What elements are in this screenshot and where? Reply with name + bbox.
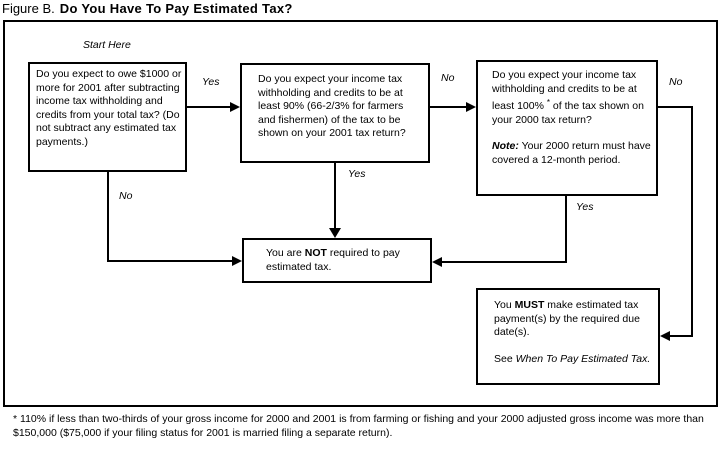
connector-100-to-not-line-horizontal [441, 261, 567, 263]
decision-box-withholding-100pct-question: Do you expect your income tax withholdin… [492, 69, 651, 127]
decision-box-withholding-100pct: Do you expect your income tax withholdin… [476, 60, 658, 196]
result-box-not-required-text: You are NOT required to pay estimated ta… [266, 247, 426, 274]
result-box-not-required: You are NOT required to pay estimated ta… [242, 238, 432, 283]
question-part1: Do you expect your income tax withholdin… [492, 69, 637, 112]
connector-100-to-not-line-vertical [565, 196, 567, 263]
flowchart-canvas: Start Here Do you expect to owe $1000 or… [3, 20, 718, 407]
must-pay-part2: make estimated tax payment(s) by the req… [494, 299, 640, 338]
label-yes-90-to-not: Yes [348, 168, 366, 180]
decision-box-owe-1000: Do you expect to owe $1000 or more for 2… [28, 62, 187, 172]
connector-100-to-must-arrowhead-icon [660, 331, 670, 341]
result-box-must-pay: You MUST make estimated tax payment(s) b… [476, 288, 660, 385]
label-yes-100-to-not: Yes [576, 201, 594, 213]
connector-100-to-not-arrowhead-icon [432, 257, 442, 267]
result-box-must-pay-see: See When To Pay Estimated Tax. [494, 353, 653, 367]
connector-90-to-100-arrowhead-icon [466, 102, 476, 112]
connector-90-to-not-line [334, 163, 336, 229]
footnote-marker: * [546, 98, 550, 107]
label-no-90-to-100: No [441, 72, 455, 84]
figure-title: Figure B. Do You Have To Pay Estimated Ta… [2, 1, 293, 16]
label-no-owe-to-not: No [119, 190, 133, 202]
decision-box-withholding-90pct-text: Do you expect your income tax withholdin… [258, 73, 406, 139]
not-required-part2: required to pay estimated tax. [266, 247, 400, 273]
must-pay-part1: You [494, 299, 515, 311]
connector-owe-to-not-line-vertical [107, 172, 109, 262]
decision-box-withholding-100pct-note: Note: Your 2000 return must have covered… [492, 140, 651, 167]
connector-owe-to-not-arrowhead-icon [232, 256, 242, 266]
label-no-100-to-must: No [669, 76, 683, 88]
connector-100-to-must-line-top [658, 106, 693, 108]
decision-box-owe-1000-text: Do you expect to owe $1000 or more for 2… [36, 68, 182, 148]
not-required-emphasis: NOT [304, 247, 327, 259]
see-prefix: See [494, 352, 516, 365]
connector-90-to-not-arrowhead-icon [329, 228, 341, 238]
not-required-part1: You are [266, 247, 305, 259]
question-part2: of the tax shown on your 2000 tax return… [492, 100, 644, 126]
connector-90-to-100-line [430, 106, 467, 108]
figure-title-main: Do You Have To Pay Estimated Tax? [59, 1, 293, 16]
decision-box-withholding-90pct: Do you expect your income tax withholdin… [240, 63, 430, 163]
connector-owe-to-not-line-horizontal [107, 260, 233, 262]
connector-100-to-must-line-bottom [669, 335, 693, 337]
result-box-must-pay-text: You MUST make estimated tax payment(s) b… [494, 299, 653, 340]
note-label: Note: [492, 140, 519, 152]
connector-owe-to-90-arrowhead-icon [230, 102, 240, 112]
connector-owe-to-90-line [187, 106, 232, 108]
connector-100-to-must-line-vertical [691, 106, 693, 337]
start-here-label: Start Here [83, 39, 131, 51]
must-pay-emphasis: MUST [514, 299, 545, 311]
figure-footnote: * 110% if less than two-thirds of your g… [13, 413, 704, 439]
see-reference: When To Pay Estimated Tax. [515, 352, 651, 365]
label-yes-owe-to-90: Yes [202, 76, 220, 88]
figure-title-prefix: Figure B. [2, 1, 55, 16]
note-text: Your 2000 return must have covered a 12-… [492, 140, 651, 166]
